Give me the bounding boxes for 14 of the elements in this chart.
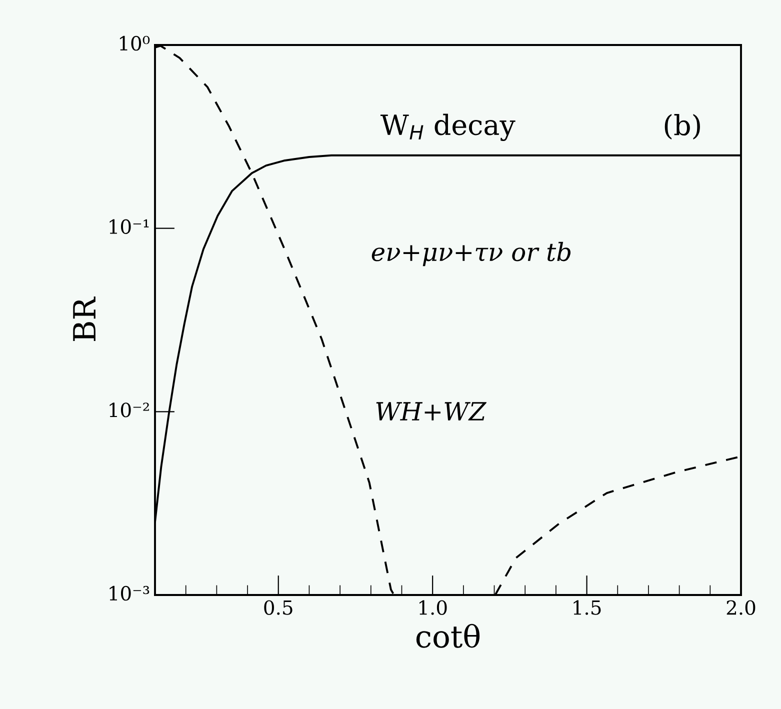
annotation: (b) <box>664 114 700 140</box>
y-tick-label: 10⁻¹ <box>110 219 149 234</box>
annotation: WH+WZ <box>376 402 487 420</box>
y-tick-label: 10⁻³ <box>110 586 150 601</box>
y-tick-label: 10⁻² <box>110 402 149 418</box>
y-axis-title: BR <box>73 296 96 342</box>
x-tick-label: 1.5 <box>574 600 601 615</box>
x-tick-label: 1.0 <box>419 600 447 615</box>
annotation: eν+μν+τν or tb <box>372 242 570 266</box>
x-tick-label: 2.0 <box>726 600 756 615</box>
text: W$_{H}$ decay <box>380 114 516 142</box>
x-axis-title: cotθ <box>416 624 480 648</box>
y-tick-label: 10⁰ <box>120 36 150 51</box>
x-tick-label: 0.5 <box>264 600 292 615</box>
